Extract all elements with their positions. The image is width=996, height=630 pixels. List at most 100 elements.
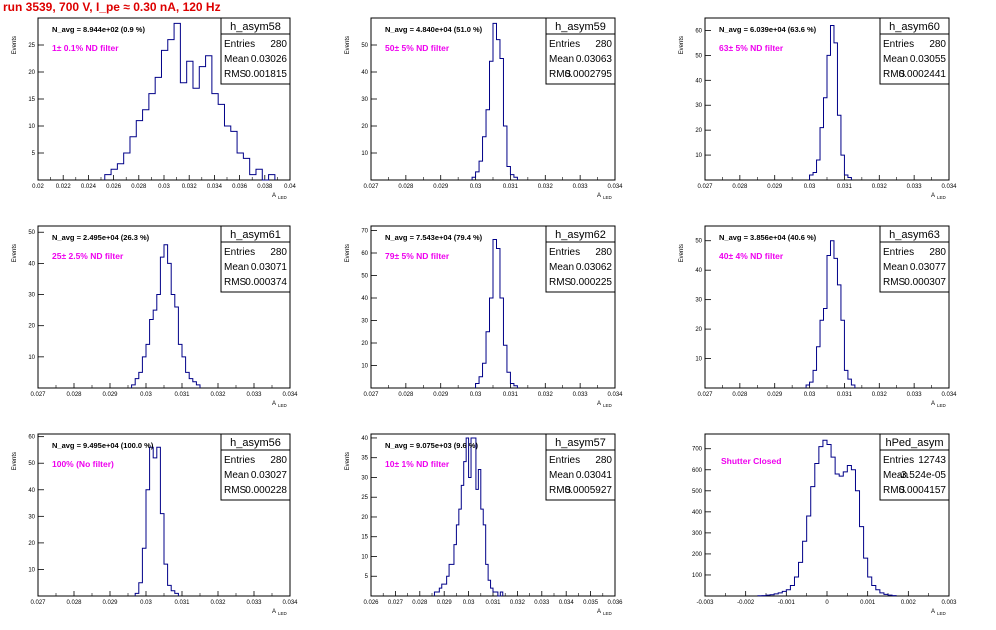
x-tick-label: -0.003 [696,600,714,606]
histogram-panel-h_asym58: 0.02 0.022 0.024 0.026 0.028 0.03 0.032 0.034 0.… [12,17,296,200]
stats-row-value: 0.03062 [576,262,613,273]
y-tick-label: 20 [361,341,368,347]
stats-row-label: Mean [883,470,908,481]
y-tick-label: 30 [361,97,368,103]
filter-label: 79± 5% ND filter [385,251,450,261]
x-tick-label: 0.032 [510,600,526,606]
x-tick-label: 0.033 [573,392,589,398]
y-tick-label: 30 [695,103,702,109]
y-tick-label: 30 [361,475,368,481]
x-tick-label: 0.036 [607,600,623,606]
stats-row-value: 0.03026 [251,54,288,65]
x-tick-label: 0.036 [232,184,248,190]
y-tick-label: 40 [695,78,702,84]
stats-row-value: 280 [929,247,946,258]
stats-title: h_asym61 [230,229,281,241]
stats-row-label: RMS [883,69,906,80]
x-tick-label: 0.032 [182,184,198,190]
y-tick-label: 40 [361,70,368,76]
filter-label: 40± 4% ND filter [719,251,784,261]
x-tick-label: 0.03 [140,392,152,398]
y-tick-label: 40 [361,436,368,442]
stats-title: h_asym63 [889,229,940,241]
stats-box: h_asym56 Entries 280 Mean 0.03027 RMS 0.000228 [220,433,291,501]
navg-label: N_avg = 4.840e+04 (51.0 %) [385,25,483,34]
y-tick-label: 25 [28,43,35,49]
x-tick-label: 0.031 [174,392,190,398]
x-axis-label: A LED [597,401,613,408]
histogram-panel-h_asym57: 0.026 0.027 0.028 0.029 0.03 0.031 0.032 0.033 0… [345,433,623,616]
stats-row-label: Entries [883,39,914,50]
x-tick-label: -0.002 [737,600,755,606]
x-tick-label: 0.027 [363,184,379,190]
x-tick-label: 0.034 [607,392,623,398]
stats-row-value: 0.0002795 [565,69,613,80]
x-tick-label: 0.029 [433,184,449,190]
y-tick-label: 50 [361,43,368,49]
x-tick-label: 0.033 [907,392,923,398]
y-tick-label: 400 [692,510,703,516]
stats-row-value: 280 [595,39,612,50]
x-tick-label: 0.038 [257,184,273,190]
navg-label: N_avg = 8.944e+02 (0.9 %) [52,25,145,34]
x-tick-label: 0.033 [246,392,262,398]
x-tick-label: 0.034 [941,392,957,398]
x-tick-label: 0.033 [246,600,262,606]
stats-row-label: Entries [549,39,580,50]
y-tick-label: 30 [28,293,35,299]
stats-row-value: 0.000374 [245,277,287,288]
x-tick-label: 0.026 [106,184,122,190]
y-tick-label: 10 [695,153,702,159]
filter-label: 50± 5% ND filter [385,43,450,53]
stats-row-label: Mean [549,54,574,65]
y-axis-label: Events [679,36,685,54]
y-tick-label: 70 [361,229,368,235]
x-tick-label: -0.001 [778,600,796,606]
stats-row-value: 0.0002441 [899,69,947,80]
y-tick-label: 10 [361,554,368,560]
y-tick-label: 200 [692,552,703,558]
histogram-line [433,437,504,597]
stats-title: h_asym58 [230,21,281,33]
x-tick-label: 0.028 [732,184,748,190]
x-tick-label: 0.033 [907,184,923,190]
x-tick-label: 0.03 [804,392,816,398]
x-tick-label: 0.032 [210,600,226,606]
y-axis-label: Events [12,452,18,470]
x-tick-label: 0.034 [559,600,575,606]
stats-row-label: Mean [883,54,908,65]
x-tick-label: 0.028 [398,184,414,190]
x-tick-label: 0.027 [363,392,379,398]
x-tick-label: 0.031 [503,184,519,190]
navg-label: N_avg = 9.075e+03 (9.6 %) [385,441,478,450]
histogram-line [104,22,276,181]
x-tick-label: 0.029 [767,392,783,398]
y-tick-label: 15 [28,97,35,103]
stats-row-label: Entries [224,455,255,466]
y-tick-label: 50 [695,53,702,59]
y-tick-label: 700 [692,447,703,453]
stats-row-label: RMS [883,485,906,496]
x-axis-label: A LED [272,401,288,408]
stats-row-label: RMS [549,69,572,80]
stats-row-value: 12743 [918,455,946,466]
stats-row-label: Mean [883,262,908,273]
navg-label: N_avg = 9.495e+04 (100.0 %) [52,441,154,450]
y-axis-label: Events [12,36,18,54]
stats-row-label: Mean [224,54,249,65]
x-axis-label: A LED [597,609,613,616]
y-tick-label: 20 [28,541,35,547]
y-axis-label: Events [679,244,685,262]
y-tick-label: 100 [692,573,703,579]
y-tick-label: 10 [361,151,368,157]
stats-box: h_asym61 Entries 280 Mean 0.03071 RMS 0.000374 [220,225,291,293]
x-tick-label: 0.001 [860,600,876,606]
stats-row-value: 280 [270,39,287,50]
navg-label: N_avg = 3.856e+04 (40.6 %) [719,233,817,242]
x-tick-label: 0.03 [470,392,482,398]
page-title: run 3539, 700 V, I_pe ≈ 0.30 nA, 120 Hz [3,0,221,14]
x-tick-label: 0.028 [66,392,82,398]
x-tick-label: 0.034 [607,184,623,190]
y-tick-label: 30 [695,298,702,304]
stats-row-value: 280 [929,39,946,50]
